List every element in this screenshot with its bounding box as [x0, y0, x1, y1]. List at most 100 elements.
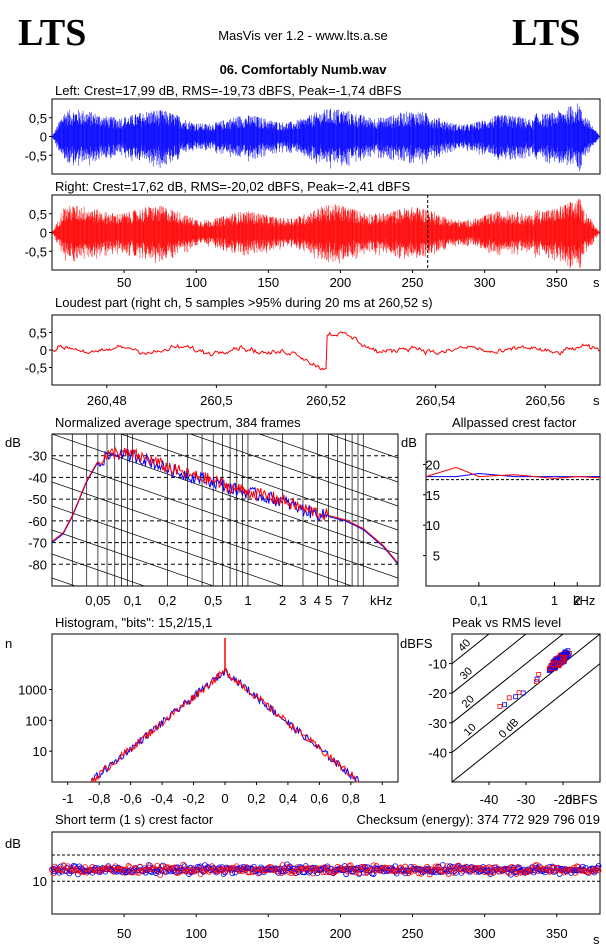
short-crest-point — [393, 870, 400, 877]
spectrum-xtick-label: 0,5 — [204, 593, 222, 608]
short-crest-point — [524, 869, 531, 876]
spectrum-ytick-label: -80 — [28, 557, 47, 572]
peak-rms-point — [506, 695, 512, 701]
crest-allpass-ylabel: dB — [401, 435, 417, 450]
spectrum-ytick-label: -60 — [28, 514, 47, 529]
short-crest-point — [196, 864, 202, 871]
short-crest-point — [546, 868, 553, 875]
peak-rms-crest-line — [452, 662, 600, 782]
histogram-xtick-label: 1 — [379, 791, 386, 806]
peak-rms-crest-label: 20 — [460, 693, 477, 710]
short-crest-point — [203, 866, 210, 873]
spectrum-ytick-label: -40 — [28, 470, 47, 485]
peak-rms-crest-line — [452, 634, 600, 754]
short-crest-point — [561, 867, 567, 873]
spectrum-slope — [52, 434, 398, 555]
spectrum-ylabel: dB — [5, 435, 21, 450]
histogram-ylabel: n — [5, 636, 12, 651]
short-crest-point — [330, 870, 337, 876]
short-crest-point — [487, 871, 494, 877]
short-crest-point — [321, 864, 328, 871]
loudest-xtick-label: 260,54 — [416, 393, 456, 408]
peak-rms-point — [550, 664, 556, 670]
spectrum-slope — [52, 674, 398, 794]
histogram-ytick-label: 10 — [33, 744, 47, 759]
loudest-part-title: Loudest part (right ch, 5 samples >95% d… — [55, 295, 433, 310]
short-crest-point — [223, 866, 230, 873]
short-crest-point — [295, 869, 302, 875]
spectrum-xtick-label: 1 — [244, 593, 251, 608]
peak-rms-crest-line — [452, 634, 564, 724]
spectrum-xtick-label: 5 — [325, 593, 332, 608]
short-crest-xtick-label: 100 — [185, 926, 207, 941]
left-waveform-ytick-label: -0,5 — [25, 148, 47, 163]
peak-rms-title: Peak vs RMS level — [452, 615, 561, 630]
short-crest-point — [595, 867, 602, 874]
right-waveform-ytick-label: 0 — [40, 226, 47, 241]
histogram-xtick-label: 0,4 — [279, 791, 297, 806]
waveform-xtick-label: 350 — [546, 275, 568, 290]
short-crest-point — [314, 870, 321, 877]
peak-rms-crest-label: 10 — [462, 721, 479, 738]
crest-allpass-xtick-label: 0,1 — [470, 593, 488, 608]
short-crest-point — [220, 865, 227, 872]
spectrum-xtick-label: 0,2 — [158, 593, 176, 608]
spectrum-slope — [52, 481, 353, 586]
short-crest-point — [164, 865, 171, 872]
waveform-xtick-label: 50 — [117, 275, 131, 290]
histogram-ytick-label: 1000 — [18, 683, 47, 698]
crest-allpass-ytick-label: 15 — [426, 488, 440, 503]
crest-allpass-xtick-label: 2 — [574, 593, 581, 608]
spectrum-xtick-label: 3 — [299, 593, 306, 608]
short-crest-point — [533, 864, 540, 871]
short-crest-point — [83, 869, 90, 876]
short-crest-point — [99, 866, 106, 873]
short-crest-xunit: s — [593, 932, 600, 946]
histogram-xtick-label: -0,8 — [88, 791, 110, 806]
short-crest-point — [297, 863, 303, 870]
short-crest-point — [119, 869, 126, 876]
loudest-xunit: s — [593, 393, 600, 408]
short-crest-point — [305, 869, 312, 876]
spectrum-slope — [189, 434, 398, 507]
short-crest-point — [516, 866, 523, 873]
short-crest-point — [424, 863, 430, 870]
right-waveform-title: Right: Crest=17,62 dB, RMS=-20,02 dBFS, … — [55, 179, 410, 194]
loudest-ytick-label: -0,5 — [25, 361, 47, 376]
short-crest-title: Short term (1 s) crest factor — [55, 812, 214, 827]
logo-right: LTS — [512, 12, 580, 54]
spectrum-slope — [52, 553, 146, 586]
peak-rms-ytick-label: -40 — [428, 745, 447, 760]
short-crest-point — [398, 867, 404, 874]
left-waveform-trace — [52, 103, 600, 172]
histogram-xtick-label: -0,6 — [119, 791, 141, 806]
short-crest-point — [458, 866, 465, 873]
short-crest-point — [432, 863, 439, 870]
short-crest-point — [176, 868, 182, 874]
short-crest-point — [509, 864, 515, 870]
peak-rms-ytick-label: -10 — [428, 657, 447, 672]
short-crest-point — [356, 870, 363, 876]
spectrum-slope — [120, 434, 398, 531]
spectrum-right-trace — [52, 446, 398, 564]
short-crest-point — [59, 868, 65, 875]
short-crest-point — [281, 868, 288, 875]
short-crest-point — [268, 864, 275, 871]
spectrum-xtick-label: 4 — [314, 593, 321, 608]
crest-allpass-ytick-label: 10 — [426, 518, 440, 533]
short-crest-point — [415, 870, 422, 876]
peak-rms-point — [513, 694, 519, 700]
short-crest-point — [595, 863, 602, 869]
short-crest-point — [545, 867, 551, 874]
spectrum-left-trace — [52, 448, 398, 565]
short-crest-point — [229, 870, 236, 877]
short-crest-point — [480, 864, 487, 870]
peak-rms-point — [536, 672, 542, 677]
peak-rms-plot — [452, 634, 600, 782]
short-crest-point — [341, 863, 348, 869]
loudest-trace — [51, 331, 601, 371]
short-crest-point — [506, 869, 513, 876]
short-crest-xtick-label: 50 — [117, 926, 131, 941]
short-crest-xtick-label: 150 — [257, 926, 279, 941]
